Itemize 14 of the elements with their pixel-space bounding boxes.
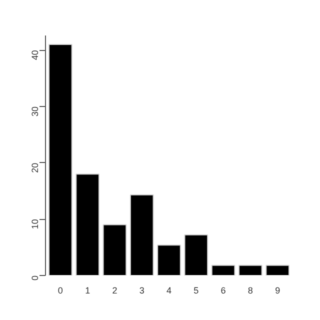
x-tick-label: 0 — [58, 286, 63, 296]
x-tick-label: 6 — [220, 286, 226, 296]
y-tick-label: 40 — [30, 50, 40, 60]
x-tick-label: 8 — [248, 286, 253, 296]
x-tick-label: 1 — [85, 286, 90, 296]
y-tick-label: 10 — [30, 219, 40, 230]
x-tick-label: 2 — [112, 286, 118, 296]
x-tick-label: 5 — [194, 286, 199, 296]
x-tick-label: 9 — [275, 286, 280, 296]
y-tick-label: 30 — [30, 106, 40, 116]
y-tick-label: 20 — [30, 162, 40, 173]
x-tick-label: 4 — [166, 286, 172, 296]
y-tick-label: 0 — [30, 275, 40, 281]
x-tick-label: 3 — [139, 286, 144, 296]
